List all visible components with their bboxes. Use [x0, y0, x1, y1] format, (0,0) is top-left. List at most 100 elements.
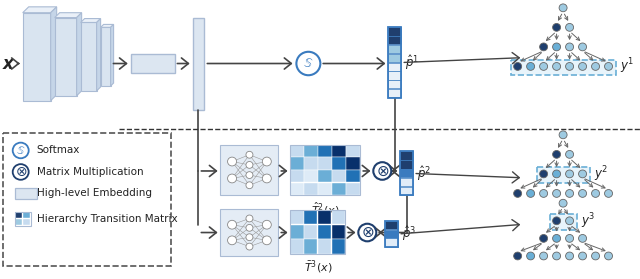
Bar	[388, 27, 401, 98]
Text: $y^1$: $y^1$	[620, 57, 634, 76]
Bar	[400, 187, 413, 195]
Circle shape	[540, 234, 548, 242]
Text: $\otimes$: $\otimes$	[15, 165, 27, 179]
Circle shape	[579, 43, 587, 51]
Circle shape	[566, 234, 573, 242]
Circle shape	[262, 157, 271, 166]
Circle shape	[591, 189, 600, 197]
Bar	[388, 45, 401, 53]
Bar	[305, 145, 318, 157]
Circle shape	[566, 150, 573, 158]
Bar	[332, 239, 345, 254]
Bar	[318, 210, 331, 224]
Bar	[388, 27, 401, 36]
Bar	[15, 187, 36, 199]
Bar	[550, 214, 577, 230]
Bar	[388, 80, 401, 88]
Circle shape	[228, 220, 237, 229]
Bar	[346, 145, 360, 157]
Bar	[305, 170, 318, 182]
Bar	[332, 170, 346, 182]
Bar	[318, 225, 331, 239]
Bar	[291, 225, 304, 239]
Circle shape	[514, 62, 522, 70]
Bar	[291, 183, 304, 195]
Text: $\boldsymbol{x}$: $\boldsymbol{x}$	[2, 54, 15, 73]
Circle shape	[559, 4, 567, 12]
Polygon shape	[97, 19, 100, 91]
Circle shape	[559, 199, 567, 207]
Bar	[54, 18, 77, 96]
Polygon shape	[22, 7, 57, 13]
Circle shape	[540, 189, 548, 197]
Bar	[400, 151, 413, 160]
Circle shape	[559, 131, 567, 139]
Bar	[346, 183, 360, 195]
Circle shape	[527, 62, 534, 70]
Bar	[15, 212, 31, 226]
Text: $y^2$: $y^2$	[593, 164, 608, 184]
Circle shape	[552, 150, 561, 158]
Bar	[15, 219, 22, 225]
Bar	[332, 183, 346, 195]
Bar	[220, 145, 278, 195]
Bar	[511, 60, 616, 75]
Bar	[346, 157, 360, 170]
Bar	[304, 210, 317, 224]
Circle shape	[552, 170, 561, 178]
Bar	[388, 36, 401, 44]
Circle shape	[566, 23, 573, 31]
Bar	[291, 170, 304, 182]
Bar	[385, 221, 398, 229]
Circle shape	[246, 172, 253, 179]
Circle shape	[552, 217, 561, 225]
Circle shape	[591, 62, 600, 70]
Circle shape	[552, 234, 561, 242]
Bar	[332, 225, 345, 239]
Circle shape	[552, 189, 561, 197]
Circle shape	[527, 189, 534, 197]
Bar	[385, 238, 398, 247]
Text: High-level Embedding: High-level Embedding	[36, 188, 152, 198]
Bar	[220, 209, 278, 256]
Bar	[291, 210, 304, 224]
Bar	[291, 145, 304, 157]
Bar	[81, 23, 97, 91]
Circle shape	[566, 170, 573, 178]
Polygon shape	[54, 13, 82, 18]
Circle shape	[246, 215, 253, 222]
Circle shape	[262, 236, 271, 245]
Bar	[304, 239, 317, 254]
Text: $\hat{p}^1$: $\hat{p}^1$	[405, 53, 419, 72]
Bar	[100, 27, 111, 86]
Bar	[318, 183, 332, 195]
Circle shape	[591, 252, 600, 260]
Text: $\bar{T}^3(x)$: $\bar{T}^3(x)$	[303, 259, 332, 276]
Text: $\hat{p}^3$: $\hat{p}^3$	[403, 225, 417, 244]
Circle shape	[358, 224, 376, 241]
Bar	[318, 239, 331, 254]
Text: $\hat{p}^2$: $\hat{p}^2$	[417, 164, 431, 183]
Bar	[388, 71, 401, 80]
Circle shape	[228, 236, 237, 245]
Circle shape	[605, 62, 612, 70]
Circle shape	[579, 62, 587, 70]
Bar	[305, 157, 318, 170]
Bar	[400, 169, 413, 177]
Text: Matrix Multiplication: Matrix Multiplication	[36, 167, 143, 177]
Circle shape	[296, 52, 321, 75]
Polygon shape	[81, 19, 100, 23]
Circle shape	[540, 43, 548, 51]
Polygon shape	[51, 7, 57, 101]
Circle shape	[246, 224, 253, 231]
Circle shape	[605, 189, 612, 197]
Text: $\mathbb{S}$: $\mathbb{S}$	[303, 57, 314, 70]
Circle shape	[514, 189, 522, 197]
Circle shape	[262, 174, 271, 183]
Bar	[332, 145, 346, 157]
Text: $y^3$: $y^3$	[580, 211, 595, 231]
Bar	[385, 221, 398, 247]
Bar	[318, 145, 332, 157]
Bar	[291, 239, 304, 254]
Bar	[400, 160, 413, 169]
